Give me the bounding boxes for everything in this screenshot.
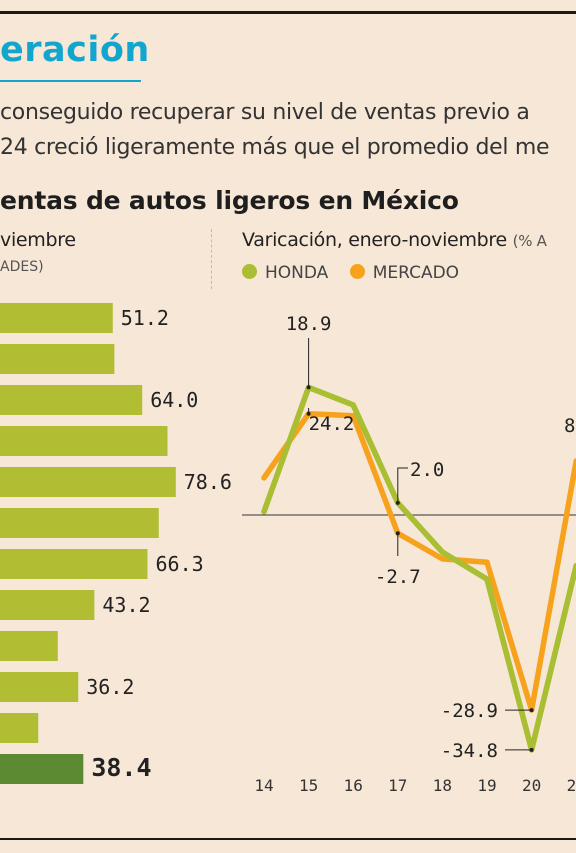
bar-label-7: 43.2	[102, 593, 150, 617]
chart-title: entas de autos ligeros en México	[0, 186, 459, 215]
annotation-honda-17: 2.0	[410, 459, 444, 481]
top-rule	[0, 11, 576, 14]
x-tick-16: 16	[344, 776, 363, 795]
legend-honda-label: HONDA	[265, 263, 329, 283]
bar-label-0: 51.2	[121, 306, 169, 330]
subtitle-line-2: 24 creció ligeramente más que el promedi…	[0, 135, 550, 160]
bar-5	[0, 508, 159, 538]
bar-10	[0, 713, 39, 743]
x-tick-20: 20	[522, 776, 541, 795]
bottom-rule	[0, 838, 576, 840]
line-chart-heading-unit: (% A	[512, 232, 547, 250]
legend-honda: HONDA	[242, 263, 328, 283]
bar-0	[0, 303, 113, 333]
subtitle-line-1: conseguido recuperar su nivel de ventas …	[0, 100, 530, 125]
bar-chart-heading: viembre	[0, 229, 76, 251]
legend-honda-swatch	[242, 264, 257, 279]
x-tick-17: 17	[388, 776, 407, 795]
page-title: eración	[0, 30, 150, 70]
legend: HONDA MERCADO	[242, 263, 459, 283]
bar-label-11: 38.4	[91, 753, 151, 782]
legend-mercado-swatch	[349, 264, 365, 279]
annotation-mercado-20: -28.9	[441, 700, 498, 722]
bar-1	[0, 344, 115, 374]
annotation-honda-15: 18.9	[286, 313, 332, 335]
annotation-honda-20: -34.8	[441, 740, 498, 762]
line-chart-heading: Varicación, enero-noviembre (% A	[242, 229, 547, 251]
bar-11	[0, 754, 84, 784]
legend-mercado: MERCADO	[349, 263, 460, 283]
bar-4	[0, 467, 176, 497]
bar-6	[0, 549, 148, 579]
bar-label-9: 36.2	[86, 675, 134, 699]
x-tick-19: 19	[477, 776, 496, 795]
x-tick-15: 15	[299, 776, 318, 795]
panel-divider	[211, 229, 212, 289]
line-mercado	[261, 411, 576, 713]
leader-honda-17	[397, 467, 408, 503]
line-honda-top	[261, 384, 576, 753]
x-tick-18: 18	[433, 776, 452, 795]
bar-9	[0, 672, 79, 702]
bar-label-2: 64.0	[150, 388, 198, 412]
bar-2	[0, 385, 143, 415]
bar-label-6: 66.3	[155, 552, 203, 576]
x-tick-14: 14	[254, 776, 273, 795]
bar-3	[0, 426, 168, 456]
x-tick-21: 21	[567, 776, 576, 795]
legend-mercado-label: MERCADO	[372, 263, 460, 283]
annotation-mercado-15: 24.2	[309, 413, 355, 435]
line-chart-heading-text: Varicación, enero-noviembre	[242, 229, 507, 251]
title-underline	[0, 80, 141, 82]
bar-chart-units: ADES)	[0, 259, 44, 275]
annotation-mercado-21: 8	[564, 415, 575, 437]
annotation-mercado-17: -2.7	[375, 566, 421, 588]
bar-7	[0, 590, 95, 620]
bar-8	[0, 631, 58, 661]
bar-label-4: 78.6	[184, 470, 232, 494]
